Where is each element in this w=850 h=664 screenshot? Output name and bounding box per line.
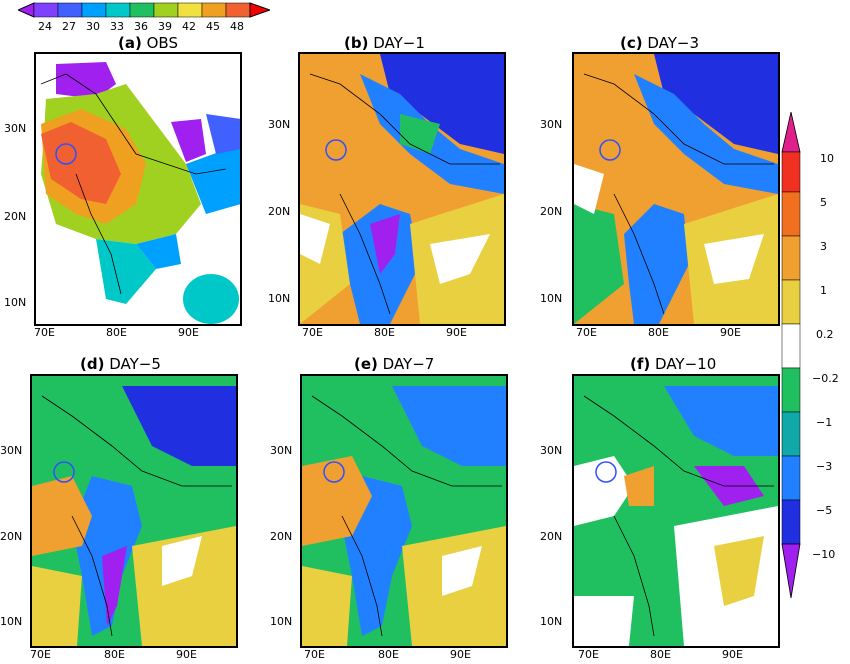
- lat-tick-label: 10N: [4, 296, 27, 309]
- right-colorbar-label: −3: [816, 460, 833, 473]
- map-panel-day-5: [30, 374, 238, 648]
- lat-tick-label: 20N: [540, 205, 563, 218]
- panel-title-e: (e) DAY−7: [354, 355, 435, 373]
- right-colorbar: 10 5 3 1 0.2 −0.2 −1 −3 −5 −10: [780, 111, 850, 600]
- lon-tick-label: 90E: [446, 326, 467, 339]
- panel-title-f: (f) DAY−10: [630, 355, 717, 373]
- right-colorbar-label: −1: [816, 416, 833, 429]
- lon-tick-label: 80E: [378, 648, 399, 661]
- panel-title-a: (a) OBS: [118, 34, 178, 52]
- top-colorbar-graphic: [16, 2, 272, 18]
- lon-tick-label: 70E: [576, 326, 597, 339]
- lon-tick-label: 80E: [374, 326, 395, 339]
- panel-title-c: (c) DAY−3: [620, 34, 700, 52]
- lon-tick-label: 70E: [578, 648, 599, 661]
- top-colorbar-label: 27: [62, 20, 76, 33]
- top-colorbar-label: 36: [134, 20, 148, 33]
- top-colorbar-label: 24: [38, 20, 52, 33]
- right-colorbar-label: 5: [820, 196, 827, 209]
- lon-tick-label: 90E: [450, 648, 471, 661]
- lon-tick-label: 90E: [720, 326, 741, 339]
- right-colorbar-label: −0.2: [812, 372, 839, 385]
- right-colorbar-label: 10: [820, 152, 834, 165]
- lon-tick-label: 90E: [722, 648, 743, 661]
- lon-tick-label: 70E: [30, 648, 51, 661]
- lat-tick-label: 20N: [4, 210, 27, 223]
- map-day-10-field: [574, 376, 778, 646]
- map-day-5-field: [32, 376, 236, 646]
- top-colorbar-label: 39: [158, 20, 172, 33]
- lon-tick-label: 80E: [106, 326, 127, 339]
- right-colorbar-label: −5: [816, 504, 833, 517]
- lat-tick-label: 10N: [540, 615, 563, 628]
- map-panel-obs: [34, 52, 242, 326]
- right-colorbar-label: 0.2: [816, 328, 834, 341]
- lon-tick-label: 70E: [302, 326, 323, 339]
- top-colorbar-label: 42: [182, 20, 196, 33]
- lat-tick-label: 30N: [270, 444, 293, 457]
- lat-tick-label: 20N: [268, 205, 291, 218]
- lat-tick-label: 30N: [540, 118, 563, 131]
- lat-tick-label: 30N: [0, 444, 23, 457]
- lon-tick-label: 80E: [650, 648, 671, 661]
- right-colorbar-label: 1: [820, 284, 827, 297]
- lat-tick-label: 10N: [540, 292, 563, 305]
- right-colorbar-label: −10: [812, 548, 836, 561]
- lat-tick-label: 20N: [540, 530, 563, 543]
- right-colorbar-label: 3: [820, 240, 827, 253]
- lon-tick-label: 70E: [304, 648, 325, 661]
- lat-tick-label: 10N: [0, 615, 23, 628]
- map-day-3-field: [574, 54, 778, 324]
- map-day-7-field: [302, 376, 506, 646]
- top-colorbar-label: 45: [206, 20, 220, 33]
- top-colorbar: 24 27 30 33 36 39 42 45 48: [16, 2, 272, 33]
- lat-tick-label: 20N: [0, 530, 23, 543]
- map-panel-day-1: [298, 52, 506, 326]
- map-day-1-field: [300, 54, 504, 324]
- map-panel-day-3: [572, 52, 780, 326]
- map-panel-day-10: [572, 374, 780, 648]
- lat-tick-label: 30N: [268, 118, 291, 131]
- map-panel-day-7: [300, 374, 508, 648]
- top-colorbar-label: 48: [230, 20, 244, 33]
- map-obs-field: [36, 54, 240, 324]
- panel-title-d: (d) DAY−5: [80, 355, 161, 373]
- lat-tick-label: 30N: [4, 122, 27, 135]
- lon-tick-label: 90E: [176, 648, 197, 661]
- lat-tick-label: 10N: [268, 292, 291, 305]
- lat-tick-label: 30N: [540, 444, 563, 457]
- right-colorbar-graphic: [781, 111, 801, 599]
- top-colorbar-label: 30: [86, 20, 100, 33]
- lon-tick-label: 90E: [178, 326, 199, 339]
- lon-tick-label: 80E: [104, 648, 125, 661]
- panel-title-b: (b) DAY−1: [344, 34, 425, 52]
- top-colorbar-label: 33: [110, 20, 124, 33]
- lon-tick-label: 80E: [648, 326, 669, 339]
- lon-tick-label: 70E: [34, 326, 55, 339]
- lat-tick-label: 10N: [270, 615, 293, 628]
- lat-tick-label: 20N: [270, 530, 293, 543]
